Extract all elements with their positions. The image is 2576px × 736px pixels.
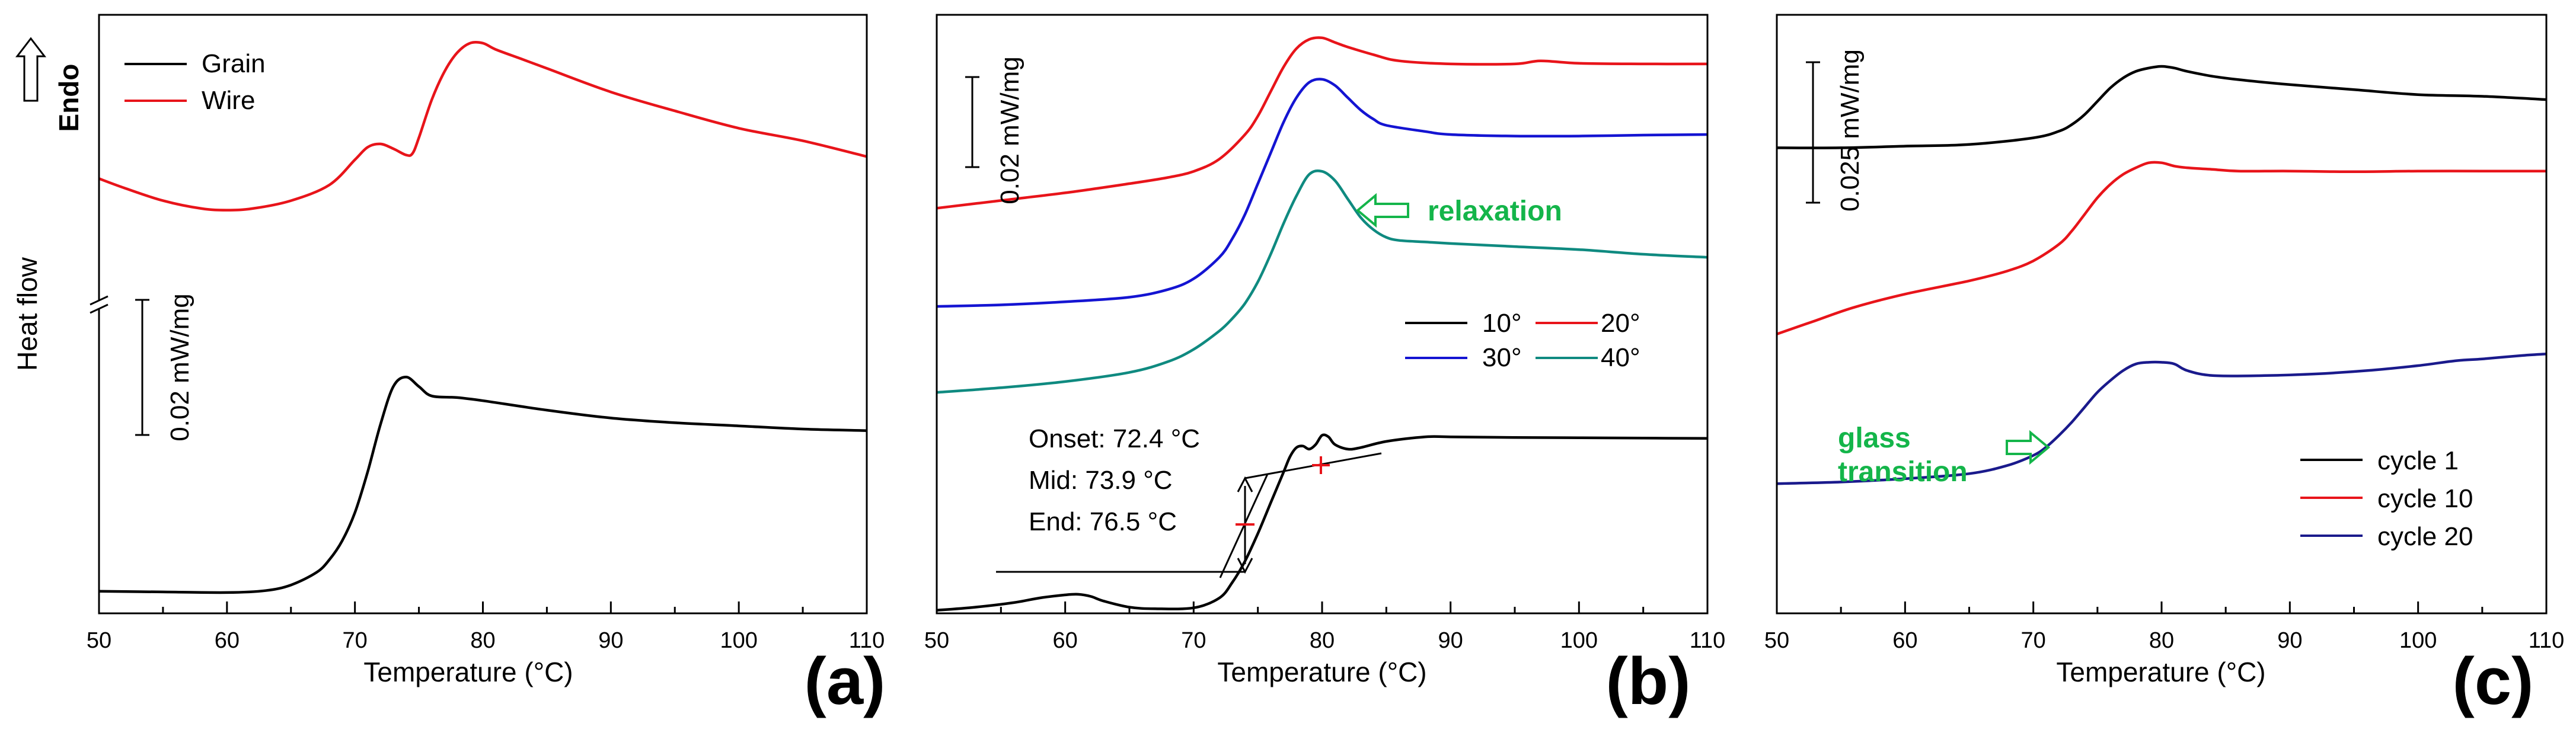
series-line-20 [936, 36, 1708, 210]
series-line-wire [98, 40, 867, 212]
axis-break-mark [90, 295, 108, 306]
series-line-30 [936, 78, 1708, 308]
panel-a-ticks: 50 60 70 80 90 100 110 [87, 601, 885, 653]
transition-label: transition [1838, 456, 1968, 488]
x-tick-label: 90 [598, 628, 623, 653]
onset-annotation: Onset: 72.4 °C [1029, 424, 1200, 453]
scale-bar-label: 0.02 mW/mg [995, 56, 1024, 204]
x-tick-label: 60 [1053, 628, 1078, 653]
panel-label: (b) [1605, 644, 1690, 718]
x-tick-label: 110 [2529, 628, 2565, 653]
inflection-tangent [1219, 473, 1269, 578]
axis-break-gap [95, 300, 103, 309]
relaxation-label: relaxation [1428, 196, 1562, 227]
x-tick-label: 50 [87, 628, 111, 653]
x-tick-label: 100 [1560, 628, 1598, 653]
y-axis-label: Heat flow [12, 257, 43, 371]
legend-label-10: 10° [1482, 309, 1522, 338]
panel-label: (c) [2453, 644, 2534, 718]
glass-label: glass [1838, 423, 1911, 454]
legend-label-20: 20° [1601, 309, 1640, 338]
legend-label-30: 30° [1482, 343, 1522, 372]
legend-label-wire: Wire [202, 86, 255, 115]
x-tick-label: 70 [343, 628, 368, 653]
x-tick-label: 110 [1690, 628, 1726, 653]
axis-break-mark [90, 303, 108, 314]
x-tick-label: 50 [1764, 628, 1789, 653]
x-tick-label: 80 [2149, 628, 2174, 653]
panel-c: 50 60 70 80 90 100 110 0.025 mW/mg glass trans… [1764, 14, 2564, 718]
panel-a: 50 60 70 80 90 100 110 Endo Heat flow Grain Wi… [12, 14, 886, 718]
panel-label: (a) [805, 644, 886, 718]
relaxation-arrow-icon [1355, 193, 1409, 228]
mid-annotation: Mid: 73.9 °C [1029, 466, 1173, 495]
x-tick-label: 60 [1892, 628, 1917, 653]
legend-label-grain: Grain [202, 49, 266, 78]
arrow-head-up-icon [1237, 476, 1253, 492]
x-tick-label: 110 [849, 628, 885, 653]
panel-c-ticks: 50 60 70 80 90 100 110 [1764, 601, 2564, 653]
scale-bar-label: 0.025 mW/mg [1836, 49, 1865, 212]
endo-label: Endo [53, 64, 84, 132]
x-tick-label: 100 [720, 628, 757, 653]
x-tick-label: 80 [1310, 628, 1335, 653]
x-tick-label: 70 [2021, 628, 2046, 653]
x-tick-label: 100 [2399, 628, 2437, 653]
panel-b-frame [936, 14, 1709, 615]
x-tick-label: 90 [2277, 628, 2302, 653]
endo-arrow-icon [15, 37, 47, 102]
panel-b-ticks: 50 60 70 80 90 100 110 [924, 601, 1725, 653]
x-tick-label: 50 [924, 628, 949, 653]
panel-b: 50 60 70 80 90 100 110 0.02 mW/mg relaxation 1… [924, 14, 1725, 718]
series-line-cycle-10 [1776, 161, 2546, 335]
x-tick-label: 80 [470, 628, 495, 653]
legend-label-40: 40° [1601, 343, 1640, 372]
x-tick-label: 90 [1438, 628, 1463, 653]
panel-c-frame [1776, 14, 2548, 615]
scale-bar-label: 0.02 mW/mg [165, 293, 194, 441]
series-line-10 [936, 433, 1708, 612]
glass-transition-arrow-icon [2006, 430, 2051, 465]
legend-label-cycle-1: cycle 1 [2377, 446, 2459, 475]
legend-label-cycle-10: cycle 10 [2377, 484, 2473, 513]
series-line-cycle-1 [1776, 65, 2547, 149]
legend-label-cycle-20: cycle 20 [2377, 522, 2473, 551]
x-axis-label: Temperature (°C) [1217, 657, 1426, 687]
end-annotation: End: 76.5 °C [1029, 507, 1177, 536]
panel-b-curves [936, 36, 1708, 612]
panel-a-frame [98, 14, 868, 615]
x-axis-label: Temperature (°C) [363, 657, 573, 687]
arrow-head-down-icon [1237, 558, 1253, 574]
x-tick-label: 70 [1181, 628, 1206, 653]
x-tick-label: 60 [215, 628, 240, 653]
series-line-40 [936, 169, 1708, 394]
x-axis-label: Temperature (°C) [2056, 657, 2265, 687]
series-line-cycle-20 [1776, 353, 2547, 485]
panel-a-curves [98, 40, 867, 594]
panel-c-curves [1776, 65, 2547, 485]
series-line-grain [98, 376, 867, 594]
